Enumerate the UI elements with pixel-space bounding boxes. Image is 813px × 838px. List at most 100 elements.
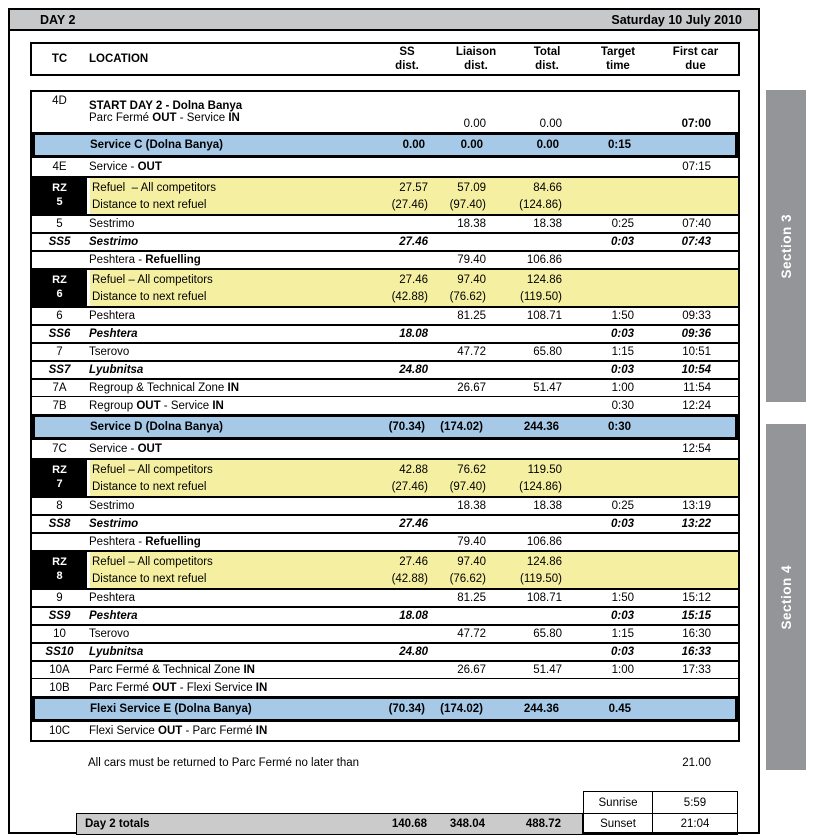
tc-cell: 7B xyxy=(52,399,67,412)
liaison-dist-cell: (174.02) xyxy=(440,421,483,433)
target-time-cell: 0.45 xyxy=(608,703,631,715)
refuel-line: Refuel – All competitors 27.46 97.40 124.86 xyxy=(90,553,738,570)
ss-dist-cell: 0.00 xyxy=(402,139,425,151)
location-cell: Regroup & Technical Zone IN xyxy=(89,382,240,394)
total-dist-cell: 0.00 xyxy=(536,139,559,151)
total-dist-cell: (124.86) xyxy=(519,480,562,493)
location-cell: Peshtera xyxy=(89,310,136,322)
liaison-dist-cell: 26.67 xyxy=(457,382,486,394)
target-time-cell: 0:03 xyxy=(610,518,634,530)
total-dist-cell: 108.71 xyxy=(526,592,562,604)
target-time-cell: 0:03 xyxy=(610,364,634,376)
start-day-title: START DAY 2 - Dolna Banya xyxy=(89,100,243,112)
location-cell: Regroup OUT - Service IN xyxy=(89,399,224,412)
refuel-zone-number: 8 xyxy=(56,570,63,582)
stage-row: SS7 Lyubnitsa 24.80 0:03 10:54 xyxy=(32,360,738,378)
column-header-row: TC LOCATION SS dist. Liaison dist. Total di… xyxy=(30,42,740,76)
target-time-cell: 1:15 xyxy=(611,346,634,358)
section-3-bar: Section 3 xyxy=(766,90,806,402)
tc-cell: 4E xyxy=(52,161,67,173)
liaison-dist-cell: (174.02) xyxy=(440,703,483,715)
all-cars-note: All cars must be returned to Parc Fermé … xyxy=(88,757,360,769)
all-cars-note-row: All cars must be returned to Parc Fermé … xyxy=(32,757,738,769)
refuel-zone-number: 6 xyxy=(56,288,63,300)
refuel-line: Distance to next refuel (27.46) (97.40) (12… xyxy=(90,478,738,495)
refuel-line: Refuel – All competitors 27.46 97.40 124.86 xyxy=(90,271,738,288)
target-time-cell: 1:00 xyxy=(611,664,634,676)
liaison-dist-cell: (97.40) xyxy=(449,198,486,211)
first-car-due-cell: 11:54 xyxy=(683,382,711,394)
tc-cell: 4D xyxy=(52,95,67,107)
refuel-line: Refuel – All competitors 42.88 76.62 119.50 xyxy=(90,461,738,478)
tc-cell: 10A xyxy=(49,664,70,676)
location-cell: Sestrimo xyxy=(89,518,139,530)
first-car-due-cell: 07:15 xyxy=(682,161,711,173)
first-car-due-cell: 15:15 xyxy=(681,610,711,622)
total-dist-cell: (119.50) xyxy=(520,290,562,303)
section-4-label: Section 4 xyxy=(778,564,794,630)
tc-cell: 7 xyxy=(56,346,63,358)
sunrise-time: 5:59 xyxy=(653,791,738,813)
first-car-due-cell: 07:40 xyxy=(682,218,711,230)
day-totals-total: 488.72 xyxy=(525,818,561,830)
target-time-cell: 1:15 xyxy=(611,628,634,640)
total-dist-cell: (119.50) xyxy=(520,572,562,585)
total-dist-cell: 65.80 xyxy=(533,346,562,358)
sunset-row: Sunset 21:04 xyxy=(583,813,738,835)
refuel-line: Distance to next refuel (42.88) (76.62) (11… xyxy=(90,288,738,305)
total-dist-cell: 244.36 xyxy=(523,421,559,433)
location-cell: Sestrimo xyxy=(89,236,139,248)
liaison-dist-cell: 79.40 xyxy=(457,536,486,548)
table-row: 10C Flexi Service OUT - Parc Fermé IN xyxy=(32,722,738,740)
first-car-due-cell: 15:12 xyxy=(682,592,711,604)
table-row: 5 Sestrimo 18.38 18.38 0:25 07:40 xyxy=(32,214,738,232)
first-car-due-cell: 16:33 xyxy=(681,646,711,658)
refuel-line: Distance to next refuel (27.46) (97.40) (12… xyxy=(90,196,738,213)
table-row: 10B Parc Fermé OUT - Flexi Service IN xyxy=(32,678,738,696)
ss-dist-cell xyxy=(373,92,441,132)
first-car-due-cell: 09:36 xyxy=(681,328,711,340)
total-dist-cell: 0.00 xyxy=(539,118,562,130)
refuel-zone-badge: RZ 7 xyxy=(32,460,90,496)
day-totals-liaison: 348.04 xyxy=(449,818,485,830)
location-cell: Refuel – All competitors xyxy=(92,273,213,286)
refuel-zone-number: 5 xyxy=(56,196,63,208)
table-row: 7 Tserovo 47.72 65.80 1:15 10:51 xyxy=(32,342,738,360)
location-cell: START DAY 2 - Dolna Banya Parc Fermé OUT … xyxy=(87,92,373,132)
table-row: 7A Regroup & Technical Zone IN 26.67 51.47 1… xyxy=(32,378,738,396)
location-cell: Parc Fermé & Technical Zone IN xyxy=(89,664,255,676)
sunset-label: Sunset xyxy=(583,813,653,835)
location-cell: Lyubnitsa xyxy=(89,364,144,376)
tc-cell: 9 xyxy=(56,592,63,604)
liaison-dist-cell: 81.25 xyxy=(457,310,486,322)
header-tc: TC xyxy=(51,53,68,65)
total-dist-cell: (124.86) xyxy=(519,198,562,211)
liaison-dist-cell: 0.00 xyxy=(460,139,483,151)
start-day-row: 4D START DAY 2 - Dolna Banya Parc Fermé OU… xyxy=(32,92,738,132)
day-label: DAY 2 xyxy=(40,12,76,27)
stage-row: SS10 Lyubnitsa 24.80 0:03 16:33 xyxy=(32,642,738,660)
header-first-car-due: First car due xyxy=(672,45,719,72)
total-dist-cell: 51.47 xyxy=(533,664,562,676)
location-cell: Peshtera - Refuelling xyxy=(89,536,201,548)
service-label: Flexi Service E (Dolna Banya) xyxy=(90,703,252,715)
tc-cell: 10 xyxy=(53,628,66,640)
location-cell: Peshtera - Refuelling xyxy=(89,254,201,266)
location-cell: Parc Fermé OUT - Flexi Service IN xyxy=(89,681,268,694)
refuel-line: Distance to next refuel (42.88) (76.62) (11… xyxy=(90,570,738,587)
date-label: Saturday 10 July 2010 xyxy=(611,12,742,27)
location-cell: Distance to next refuel xyxy=(92,572,207,585)
tc-cell: 7A xyxy=(52,382,67,394)
table-row: 4E Service - OUT 07:15 xyxy=(32,158,738,176)
liaison-dist-cell: 26.67 xyxy=(457,664,486,676)
liaison-dist-cell: 47.72 xyxy=(457,346,486,358)
first-car-due-cell: 07:00 xyxy=(681,118,711,130)
total-dist-cell: 51.47 xyxy=(533,382,562,394)
target-time-cell: 0:15 xyxy=(607,139,631,151)
refuel-zone-details: Refuel – All competitors 27.46 97.40 124.86… xyxy=(90,552,738,588)
total-dist-cell: 18.38 xyxy=(533,218,562,230)
ss-dist-cell: 27.46 xyxy=(399,236,428,248)
location-cell: Distance to next refuel xyxy=(92,198,207,211)
liaison-dist-cell: (97.40) xyxy=(449,480,486,493)
refuel-zone-row: RZ 6 Refuel – All competitors 27.46 97.40 124… xyxy=(32,268,738,306)
